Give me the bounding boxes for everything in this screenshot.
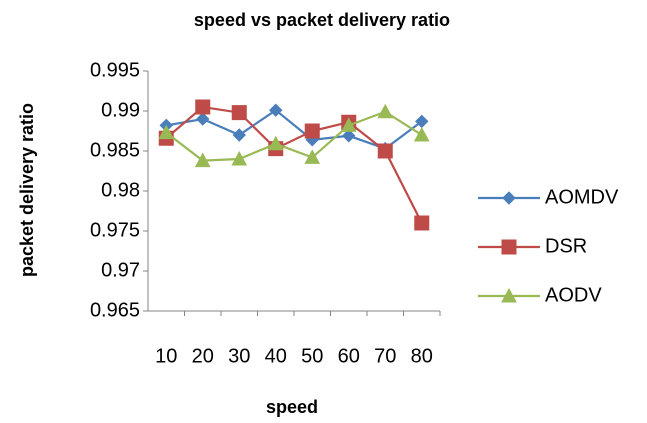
y-tick-label: 0.965 xyxy=(90,299,140,321)
x-tick-label: 40 xyxy=(265,345,287,367)
x-tick-label: 50 xyxy=(301,345,323,367)
data-point xyxy=(377,103,394,119)
data-point xyxy=(194,152,211,168)
data-point xyxy=(377,143,393,159)
y-axis-label: packet delivery ratio xyxy=(17,103,37,277)
data-point xyxy=(158,124,175,140)
data-point xyxy=(195,99,211,115)
legend-label: AODV xyxy=(545,284,602,306)
x-tick-label: 20 xyxy=(192,345,214,367)
legend-label: AOMDV xyxy=(545,186,619,208)
y-tick-label: 0.995 xyxy=(90,59,140,81)
y-tick-label: 0.975 xyxy=(90,219,140,241)
y-tick-label: 0.985 xyxy=(90,139,140,161)
x-tick-label: 60 xyxy=(338,345,360,367)
x-tick-label: 30 xyxy=(228,345,250,367)
x-tick-label: 10 xyxy=(155,345,177,367)
y-tick-label: 0.98 xyxy=(101,179,140,201)
data-point xyxy=(196,112,210,126)
legend-label: DSR xyxy=(545,235,587,257)
data-point xyxy=(231,105,247,121)
chart-title: speed vs packet delivery ratio xyxy=(194,10,450,30)
y-tick-label: 0.99 xyxy=(101,99,140,121)
data-point xyxy=(269,103,283,117)
data-point xyxy=(232,128,246,142)
data-point xyxy=(340,117,357,132)
data-point xyxy=(413,126,430,142)
data-point xyxy=(304,149,321,164)
data-point xyxy=(231,150,248,166)
legend-marker xyxy=(501,239,517,255)
data-point xyxy=(267,135,284,151)
legend-marker xyxy=(502,191,516,205)
x-tick-label: 80 xyxy=(411,345,433,367)
legend-marker xyxy=(501,287,517,303)
x-axis-label: speed xyxy=(266,397,318,417)
series-line xyxy=(165,110,423,162)
y-tick-label: 0.97 xyxy=(101,259,140,281)
data-point xyxy=(342,129,356,143)
data-point xyxy=(414,215,430,231)
data-point xyxy=(304,123,320,139)
x-tick-label: 70 xyxy=(374,345,396,367)
